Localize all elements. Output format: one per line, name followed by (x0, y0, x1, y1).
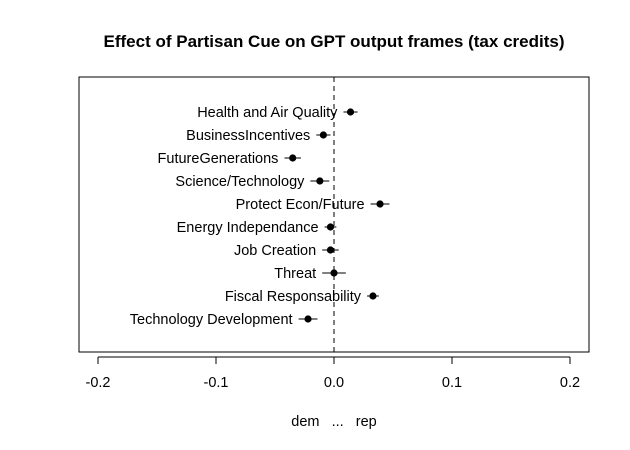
data-point-group: Energy Independance (177, 220, 337, 236)
point-estimate (346, 108, 355, 116)
point-label: Fiscal Responsability (225, 289, 362, 305)
data-point-group: Threat (274, 266, 346, 282)
x-tick-label: -0.1 (204, 375, 229, 391)
data-point-group: Protect Econ/Future (236, 197, 390, 213)
point-label: Job Creation (234, 243, 316, 259)
data-points: Health and Air Quality BusinessIncentives… (130, 105, 390, 328)
point-label: BusinessIncentives (186, 128, 310, 144)
point-label: Threat (274, 266, 316, 282)
point-estimate (376, 200, 384, 208)
data-point-group: Health and Air Quality (197, 105, 358, 121)
x-tick-label: 0.1 (442, 375, 462, 391)
point-estimate (326, 246, 335, 254)
point-estimate (289, 154, 297, 162)
point-label: FutureGenerations (158, 151, 279, 167)
chart-title: Effect of Partisan Cue on GPT output fra… (104, 32, 565, 51)
point-label: Technology Development (130, 312, 293, 328)
data-point-group: Job Creation (234, 243, 339, 259)
x-tick-label: -0.2 (86, 375, 111, 391)
point-estimate (319, 131, 327, 139)
point-estimate (304, 315, 312, 323)
x-tick-label: 0.2 (560, 375, 580, 391)
point-label: Science/Technology (175, 174, 305, 190)
x-tick-label: 0.0 (324, 375, 344, 391)
point-label: Energy Independance (177, 220, 319, 236)
x-axis-ticks: -0.2 -0.1 0.0 0.1 0.2 (86, 357, 580, 391)
x-axis-label: dem ... rep (291, 414, 376, 430)
point-estimate (330, 269, 338, 277)
point-estimate (326, 223, 335, 231)
point-label: Health and Air Quality (197, 105, 338, 121)
data-point-group: Fiscal Responsability (225, 289, 379, 305)
point-label: Protect Econ/Future (236, 197, 365, 213)
point-estimate (316, 177, 324, 185)
data-point-group: Technology Development (130, 312, 318, 328)
data-point-group: BusinessIncentives (186, 128, 331, 144)
point-estimate (369, 292, 377, 300)
data-point-group: Science/Technology (175, 174, 330, 190)
data-point-group: FutureGenerations (158, 151, 301, 167)
